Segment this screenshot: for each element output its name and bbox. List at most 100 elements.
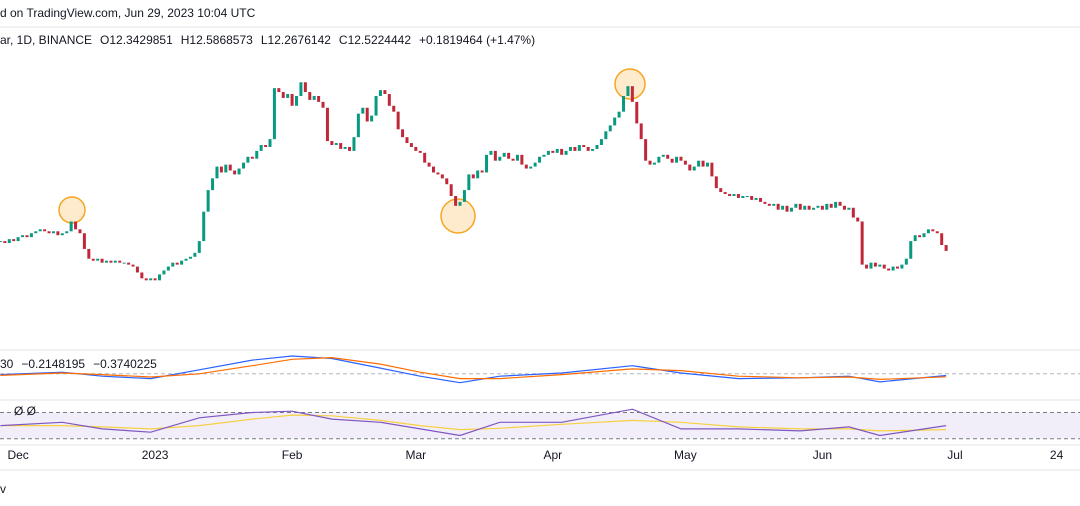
candle [250, 156, 254, 159]
candle [383, 90, 387, 95]
candle [900, 264, 904, 269]
candle [838, 201, 842, 206]
candle [608, 125, 612, 132]
candle [405, 137, 409, 144]
candle [869, 262, 873, 269]
candle [202, 211, 206, 242]
candle [281, 92, 285, 98]
candle [295, 95, 299, 106]
candle [511, 158, 515, 161]
candle [432, 166, 436, 173]
candle [480, 170, 484, 173]
rsi-label: Ø Ø [14, 404, 36, 418]
candle [96, 258, 100, 261]
candle [829, 203, 833, 208]
candle [308, 92, 312, 100]
candle [7, 239, 11, 244]
rsi-line [0, 408, 947, 437]
candle [197, 241, 201, 253]
candle [352, 137, 356, 151]
candle [365, 107, 369, 122]
ohlc-value: L12.2676142 [261, 33, 331, 47]
candle [370, 115, 374, 122]
candle [188, 256, 192, 259]
candle [440, 174, 444, 179]
candle [219, 166, 223, 173]
candle [776, 203, 780, 210]
symbol-legend: ar, 1D, BINANCE O12.3429851 H12.5868573 L12… [0, 33, 535, 47]
signal-line [0, 356, 947, 381]
x-tick-label: Feb [282, 448, 303, 462]
candle [622, 95, 626, 112]
candle [931, 229, 935, 232]
rsi-ma-line [0, 414, 947, 432]
candle [714, 176, 718, 189]
candle [820, 205, 824, 210]
candle [842, 205, 846, 210]
candle [878, 264, 882, 267]
x-tick-label: Jun [813, 448, 832, 462]
candle [736, 194, 740, 198]
candle [498, 156, 502, 161]
candle [723, 192, 727, 195]
candle [891, 266, 895, 271]
candle [299, 82, 303, 96]
candle [944, 245, 948, 251]
candle [626, 86, 630, 96]
candle [560, 148, 564, 155]
candle [904, 258, 908, 265]
candle [798, 203, 802, 210]
candle [573, 146, 577, 151]
candle [109, 260, 113, 263]
candle [688, 164, 692, 171]
candle [118, 260, 122, 263]
candle [193, 252, 197, 257]
candle [414, 146, 418, 151]
candle [82, 233, 86, 249]
candle [692, 166, 696, 171]
candle [356, 113, 360, 138]
candle [564, 150, 568, 155]
candle [268, 139, 272, 147]
candle [436, 172, 440, 175]
candle [568, 146, 572, 151]
candle [149, 278, 153, 281]
candle [224, 164, 228, 173]
candle [255, 150, 259, 159]
footer-text: v [0, 482, 6, 496]
candle [577, 145, 581, 151]
candle [635, 101, 639, 124]
candle [34, 231, 38, 234]
x-tick-label: Apr [543, 448, 562, 462]
candle [162, 270, 166, 275]
x-tick-label: Dec [7, 448, 28, 462]
signal-value: −0.3740225 [93, 357, 157, 371]
candle [599, 139, 603, 146]
candle [60, 233, 64, 236]
candle [807, 205, 811, 210]
candle [922, 233, 926, 238]
candle [100, 258, 104, 263]
candle [396, 111, 400, 130]
candle [153, 278, 157, 281]
candle [551, 150, 555, 153]
candle [789, 207, 793, 212]
candle [940, 233, 944, 246]
candle [418, 150, 422, 153]
candle [127, 262, 131, 265]
candle [710, 162, 714, 177]
candle [0, 241, 2, 243]
ohlc-value: H12.5868573 [181, 33, 253, 47]
candle [785, 205, 789, 212]
candle [56, 231, 60, 236]
candle [489, 150, 493, 155]
candle [361, 107, 365, 114]
candle [312, 95, 316, 100]
candle [865, 264, 869, 269]
candle [887, 268, 891, 271]
candle [175, 262, 179, 265]
candle [47, 231, 51, 234]
candle [211, 178, 215, 191]
candle [427, 162, 431, 167]
